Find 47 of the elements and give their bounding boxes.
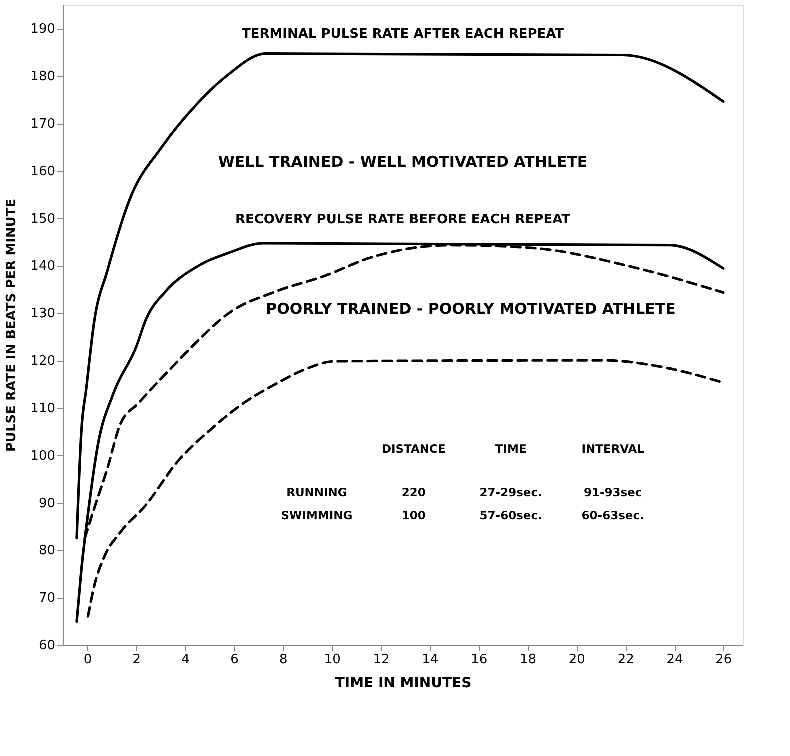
annotation: WELL TRAINED - WELL MOTIVATED ATHLETE [218,152,588,171]
x-tick-label: 8 [280,652,288,668]
y-tick-label: 140 [30,259,56,274]
x-tick-label: 22 [618,652,634,668]
y-tick-label: 90 [38,496,56,512]
y-tick-label: 160 [30,164,56,180]
annotation: 220 [402,485,426,500]
annotation: 60-63sec. [582,508,644,522]
y-tick-label: 110 [30,401,56,416]
annotation: TERMINAL PULSE RATE AFTER EACH REPEAT [242,26,564,42]
y-tick-label: 190 [30,22,56,38]
x-tick-label: 26 [716,652,732,668]
x-tick-label: 20 [568,652,586,668]
y-tick-label: 70 [38,591,56,606]
annotation: RUNNING [286,485,348,500]
annotation: SWIMMING [281,508,353,522]
y-tick-label: 170 [30,117,56,132]
y-tick-label: 120 [30,354,56,370]
x-tick-label: 4 [182,652,190,668]
x-tick-label: 2 [132,652,142,668]
x-axis-title: TIME IN MINUTES [335,676,472,692]
annotation: TIME [495,442,527,456]
y-tick-label: 80 [38,544,56,559]
x-tick-label: 6 [230,652,239,668]
x-tick-label: 0 [84,652,92,668]
y-tick-label: 100 [30,448,56,464]
x-tick-label: 18 [520,652,537,668]
line-series [76,52,725,540]
annotation: RECOVERY PULSE RATE BEFORE EACH REPEAT [235,212,571,228]
annotation: 27-29sec. [480,485,542,500]
annotation: DISTANCE [382,442,446,456]
annotation: INTERVAL [582,442,646,456]
x-tick-label: 12 [373,652,390,668]
x-tick-label: 24 [666,652,684,668]
y-axis-title: PULSE RATE IN BEATS PER MINUTE [4,198,20,452]
y-tick-label: 60 [38,638,56,654]
line-series [76,242,725,624]
annotation: 91-93sec [584,485,642,500]
y-tick-label: 180 [30,70,56,85]
x-tick-label: 14 [422,652,439,668]
y-tick-label: 150 [30,212,56,227]
annotation: POORLY TRAINED - POORLY MOTIVATED ATHLETE [266,300,676,318]
annotation: 100 [402,508,426,522]
x-tick-label: 10 [324,652,341,668]
x-tick-label: 16 [471,652,488,668]
y-tick-label: 130 [30,306,56,322]
annotation: 57-60sec. [480,508,542,522]
